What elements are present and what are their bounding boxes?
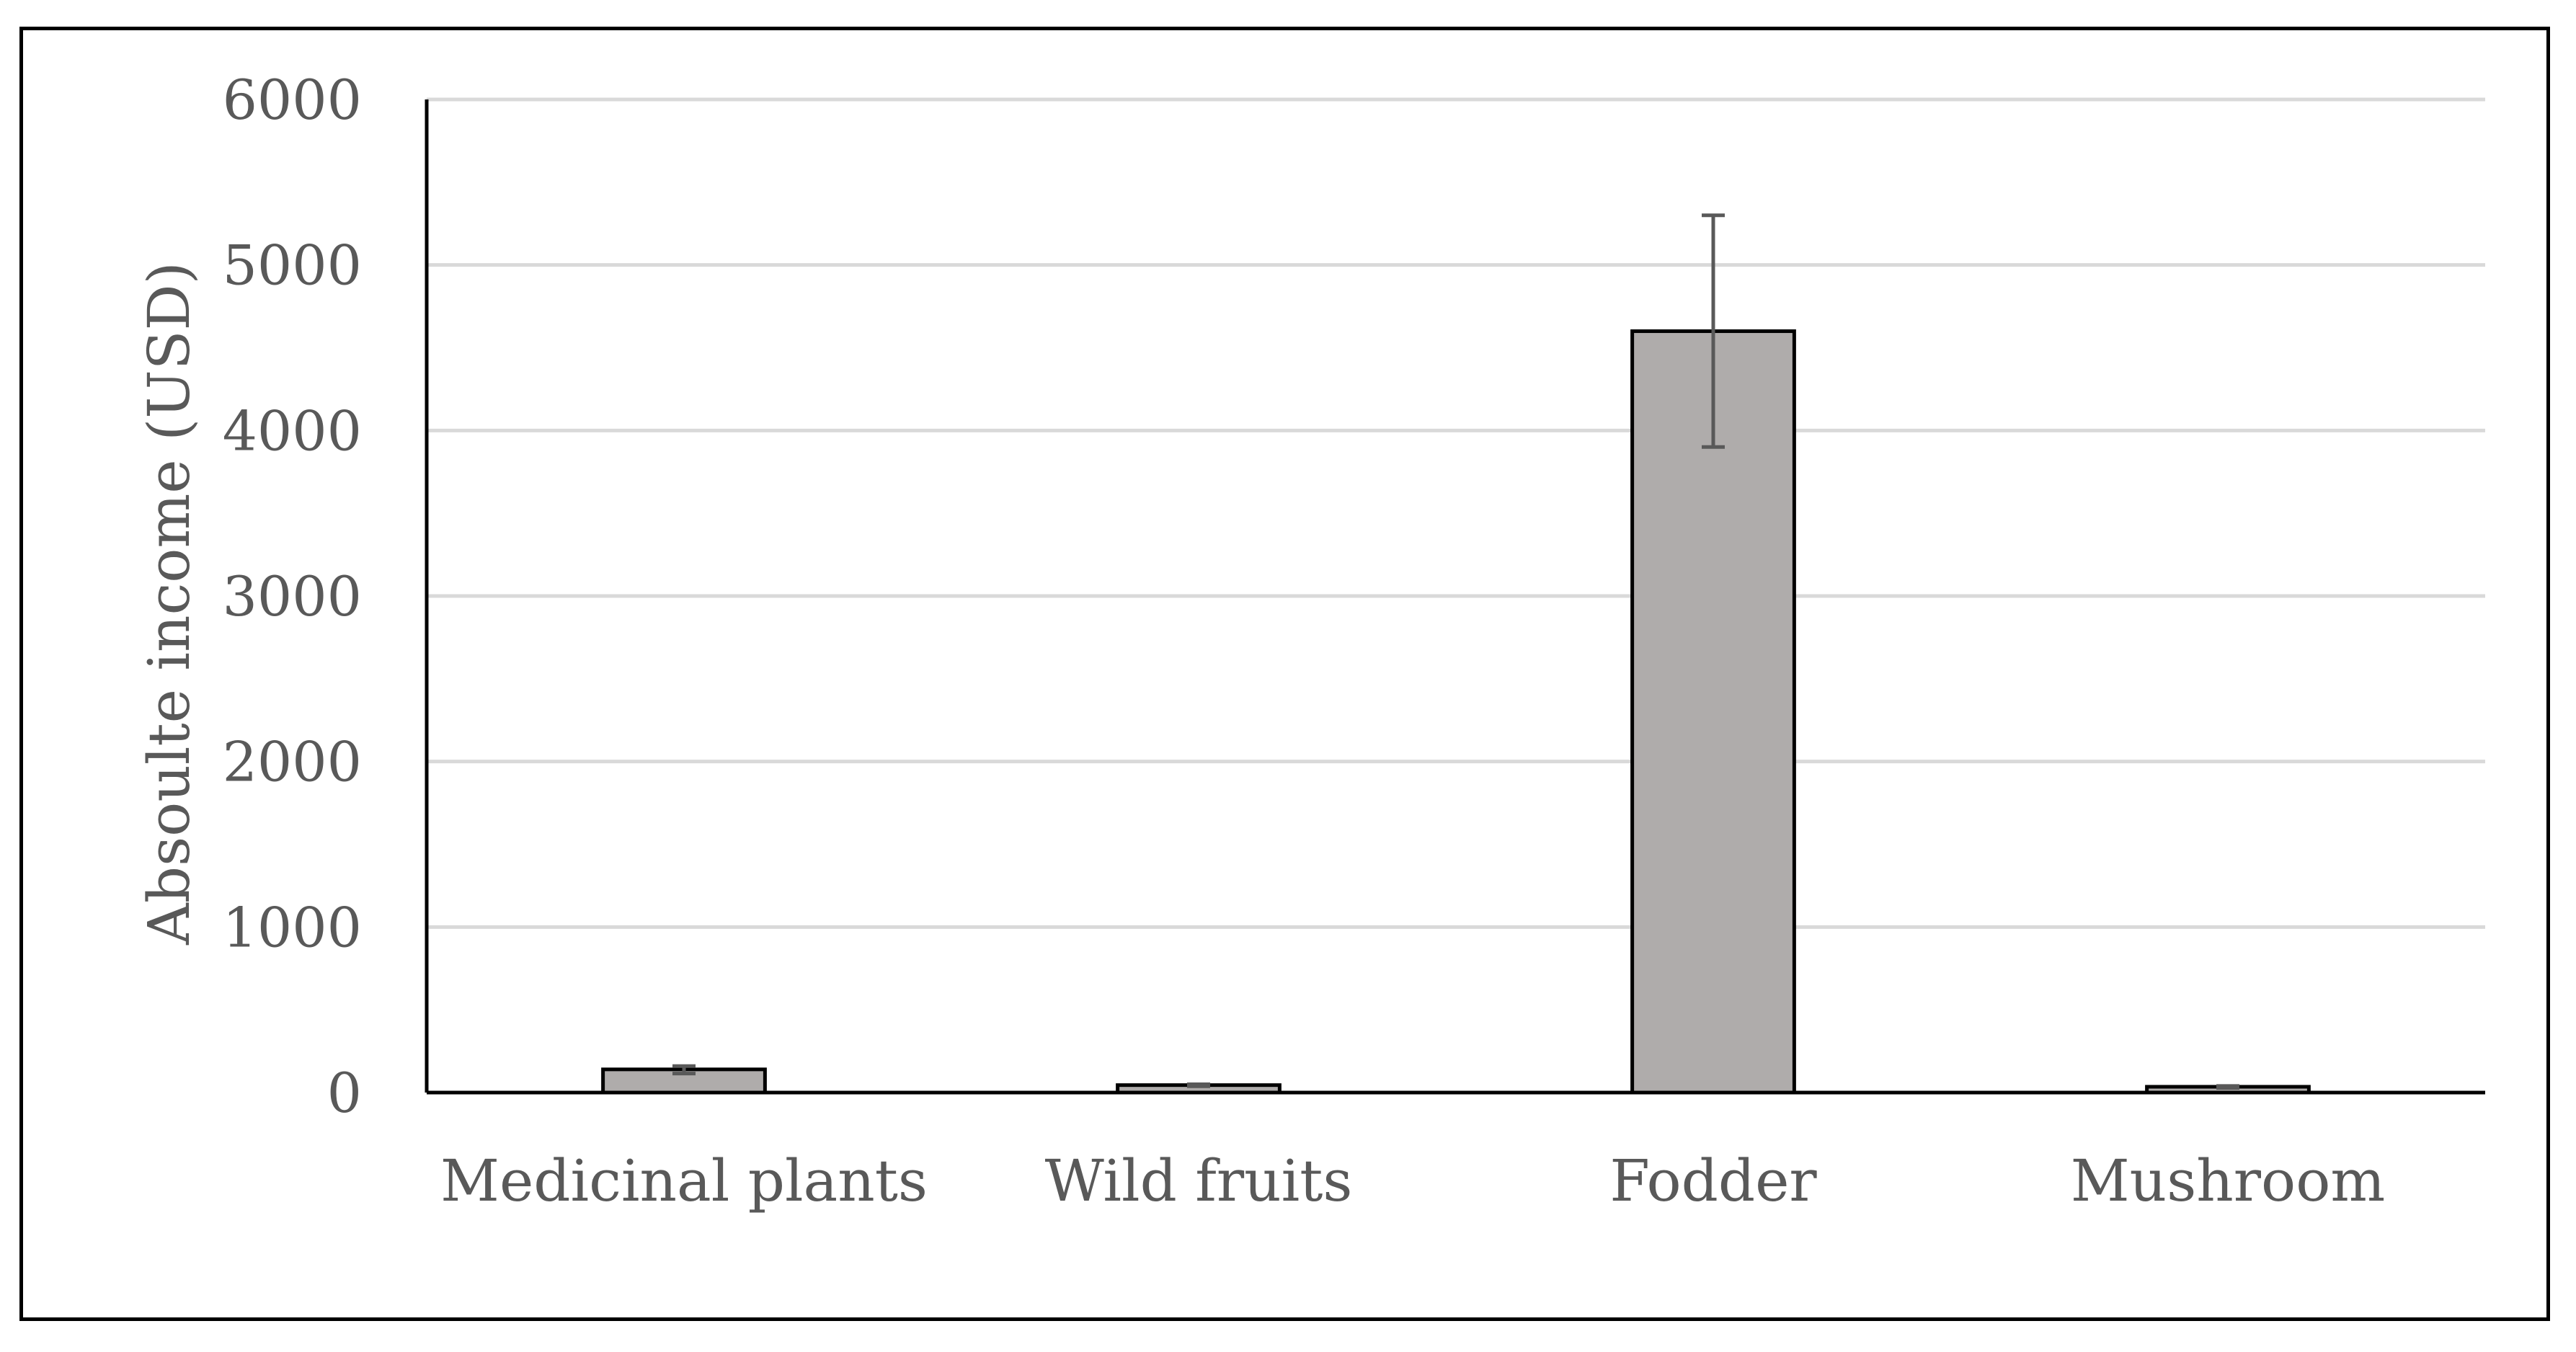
y-tick-labels: 0 1000 2000 3000 4000 5000 6000 <box>223 68 362 1125</box>
error-bar <box>2216 1084 2239 1090</box>
y-tick-label: 4000 <box>223 399 362 463</box>
gridlines <box>427 97 2485 929</box>
axes <box>425 99 2485 1095</box>
y-tick-label: 1000 <box>223 895 362 959</box>
error-bar <box>672 1064 696 1076</box>
y-tick-label: 3000 <box>223 564 362 628</box>
y-tick-label: 6000 <box>223 68 362 132</box>
error-bars <box>672 213 2239 1090</box>
error-bar <box>1187 1082 1210 1088</box>
x-category-labels: Medicinal plants Wild fruits Fodder Mushroo… <box>440 1147 2385 1214</box>
x-category-label: Fodder <box>1609 1147 1817 1214</box>
x-category-label: Medicinal plants <box>440 1147 928 1214</box>
y-axis-title: Absoulte income (USD) <box>136 262 203 946</box>
bars <box>601 329 2311 1095</box>
chart-frame <box>19 27 2550 1321</box>
x-category-label: Wild fruits <box>1045 1147 1353 1214</box>
error-bar <box>1702 213 1725 449</box>
x-category-label: Mushroom <box>2071 1147 2385 1214</box>
y-tick-label: 5000 <box>223 234 362 298</box>
y-tick-label: 0 <box>327 1061 362 1125</box>
y-tick-label: 2000 <box>223 730 362 794</box>
